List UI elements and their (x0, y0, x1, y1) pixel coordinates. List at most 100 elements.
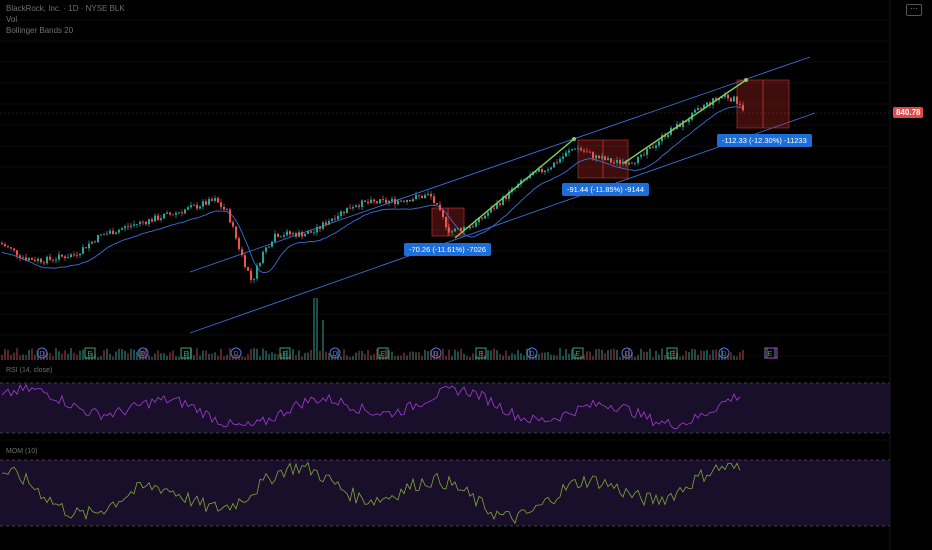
candle-body (574, 148, 576, 150)
volume-bar (694, 349, 696, 360)
bb-legend[interactable]: Bollinger Bands 20 (6, 26, 74, 35)
candle-body (448, 227, 450, 233)
volume-bar (595, 349, 597, 360)
candle-body (319, 226, 321, 229)
candle-body (199, 206, 201, 209)
candle-body (82, 247, 84, 254)
volume-bar (337, 350, 339, 360)
volume-bar (49, 353, 51, 360)
candle-body (544, 170, 546, 172)
candle-body (295, 233, 297, 237)
volume-bar (184, 354, 186, 360)
candle-body (400, 200, 402, 202)
volume-bar (421, 355, 423, 360)
earnings-marker (572, 347, 584, 359)
candle-body (214, 198, 216, 201)
candle-body (421, 195, 423, 199)
channel-lower (189, 112, 816, 334)
candle-body (133, 224, 135, 226)
volume-legend[interactable]: Vol (6, 15, 18, 24)
candle-body (442, 210, 444, 217)
volume-bar (130, 348, 132, 360)
volume-bar (310, 349, 312, 360)
candle-body (415, 195, 417, 200)
rsi-label[interactable]: RSI (14, close) (6, 367, 53, 374)
volume-bar (388, 350, 390, 360)
mom-label[interactable]: MOM (10) (6, 448, 38, 455)
candle-body (697, 108, 699, 111)
event-marker-letter: D (624, 351, 629, 358)
volume-bar (469, 356, 471, 360)
candle-body (130, 225, 132, 227)
candle-body (403, 200, 405, 202)
volume-bar (202, 350, 204, 360)
volume-bar (721, 349, 723, 360)
volume-bar (394, 355, 396, 360)
volume-bar (349, 356, 351, 360)
volume-bar (589, 351, 591, 360)
volume-bar (652, 356, 654, 360)
candle-body (694, 110, 696, 113)
volume-bar (133, 349, 135, 360)
event-marker-letter: D (529, 351, 534, 358)
candle-body (430, 193, 432, 197)
candle-body (280, 236, 282, 238)
oscillator-line (2, 461, 741, 524)
candle-body (406, 200, 408, 202)
upcoming-earnings-marker (766, 347, 778, 359)
trend-arrow (454, 138, 575, 239)
candle-body (601, 156, 603, 159)
candle-body (7, 246, 9, 248)
volume-bar (604, 353, 606, 360)
event-marker: E (84, 347, 96, 359)
candle-body (292, 233, 294, 235)
volume-bar (514, 354, 516, 360)
symbol-title[interactable]: BlackRock, Inc. · 1D · NYSE BLK (6, 4, 125, 13)
candle-body (589, 151, 591, 153)
volume-bar (325, 351, 327, 360)
candle-body (13, 248, 15, 251)
volume-bar (271, 352, 273, 360)
volume-bar (481, 351, 483, 360)
volume-bar (700, 350, 702, 360)
candle-body (22, 257, 24, 259)
volume-bar (640, 348, 642, 360)
candle-body (457, 228, 459, 230)
volume-bar (445, 355, 447, 360)
candle-body (529, 175, 531, 179)
volume-bar (262, 348, 264, 360)
candle-body (259, 263, 261, 266)
candle-body (634, 163, 636, 164)
candle-body (382, 199, 384, 200)
volume-bar (100, 356, 102, 360)
volume-bar (691, 348, 693, 360)
volume-bar (391, 351, 393, 360)
event-marker-letter: E (88, 351, 93, 358)
volume-bar (715, 349, 717, 360)
candle-body (349, 207, 351, 209)
candle-body (55, 259, 57, 261)
volume-bar (463, 353, 465, 360)
candle-body (730, 98, 732, 102)
volume-bar (409, 351, 411, 360)
volume-bar (403, 352, 405, 360)
candle-body (433, 196, 435, 204)
volume-bar (550, 354, 552, 360)
candle-body (559, 158, 561, 163)
candle-body (637, 156, 639, 164)
dividend-marker (230, 347, 242, 359)
oscillator-line (1, 383, 741, 430)
volume-bar (4, 349, 6, 360)
volume-bar (316, 298, 318, 360)
candle-body (253, 278, 255, 280)
volume-bar (502, 355, 504, 360)
volume-bar (571, 349, 573, 360)
candle-body (88, 243, 90, 249)
settings-button[interactable]: ⋯ (906, 4, 922, 16)
candle-body (256, 265, 258, 279)
volume-bars (1, 298, 744, 360)
volume-bar (163, 353, 165, 360)
volume-bar (622, 356, 624, 360)
